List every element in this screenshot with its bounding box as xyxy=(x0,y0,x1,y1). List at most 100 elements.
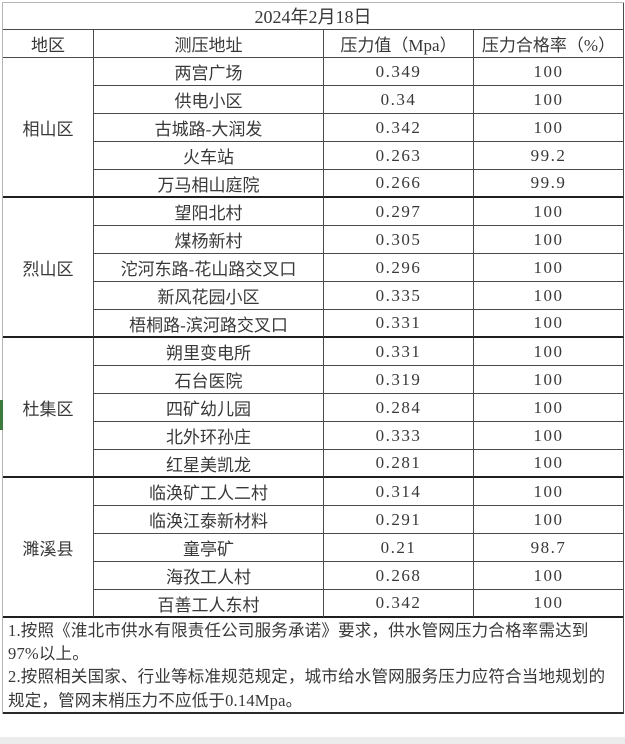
pass-rate-cell: 100 xyxy=(474,86,624,114)
address-cell: 童亭矿 xyxy=(94,534,324,562)
address-cell: 望阳北村 xyxy=(94,198,324,226)
pass-rate-cell: 99.2 xyxy=(474,142,624,170)
pressure-value-cell: 0.281 xyxy=(324,450,474,478)
note-standard-requirement: 2.按照相关国家、行业等标准规范规定，城市给水管网服务压力应符合当地规划的规定，… xyxy=(8,667,606,710)
pass-rate-cell: 100 xyxy=(474,310,624,338)
table-row: 新风花园小区 0.335 100 xyxy=(3,282,624,310)
table-row: 烈山区 望阳北村 0.297 100 xyxy=(3,198,624,338)
title-row: 2024年2月18日 xyxy=(3,3,624,30)
pass-rate-cell: 100 xyxy=(474,450,624,478)
address-cell: 两宫广场 xyxy=(94,58,324,86)
pass-rate-cell: 100 xyxy=(474,254,624,282)
pass-rate-cell: 100 xyxy=(474,478,624,506)
region-cell: 烈山区 xyxy=(3,198,94,338)
column-header-address: 测压地址 xyxy=(94,30,324,58)
pressure-value-cell: 0.342 xyxy=(324,590,474,618)
address-cell: 煤杨新村 xyxy=(94,226,324,254)
address-cell: 四矿幼儿园 xyxy=(94,394,324,422)
pressure-value-cell: 0.319 xyxy=(324,366,474,394)
pass-rate-cell: 100 xyxy=(474,366,624,394)
pressure-value-cell: 0.268 xyxy=(324,562,474,590)
pass-rate-cell: 98.7 xyxy=(474,534,624,562)
table-row: 供电小区 0.34 100 xyxy=(3,86,624,114)
table-row: 海孜工人村 0.268 100 xyxy=(3,562,624,590)
pressure-value-cell: 0.342 xyxy=(324,114,474,142)
table-row: 红星美凯龙 0.281 100 xyxy=(3,450,624,478)
table-row: 沱河东路-花山路交叉口 0.296 100 xyxy=(3,254,624,282)
address-cell: 临涣矿工人二村 xyxy=(94,478,324,506)
pressure-value-cell: 0.331 xyxy=(324,310,474,338)
pressure-value-cell: 0.314 xyxy=(324,478,474,506)
pressure-value-cell: 0.349 xyxy=(324,58,474,86)
address-cell: 供电小区 xyxy=(94,86,324,114)
pass-rate-cell: 100 xyxy=(474,506,624,534)
column-header-rate: 压力合格率（%） xyxy=(474,30,624,58)
pressure-value-cell: 0.284 xyxy=(324,394,474,422)
pressure-value-cell: 0.296 xyxy=(324,254,474,282)
pressure-value-cell: 0.305 xyxy=(324,226,474,254)
region-cell: 濉溪县 xyxy=(3,478,94,618)
pressure-value-cell: 0.21 xyxy=(324,534,474,562)
pass-rate-cell: 100 xyxy=(474,394,624,422)
address-cell: 万马相山庭院 xyxy=(94,170,324,198)
pass-rate-cell: 100 xyxy=(474,282,624,310)
table-row: 石台医院 0.319 100 xyxy=(3,366,624,394)
pressure-value-cell: 0.263 xyxy=(324,142,474,170)
pass-rate-cell: 100 xyxy=(474,198,624,226)
pressure-value-cell: 0.266 xyxy=(324,170,474,198)
address-cell: 石台医院 xyxy=(94,366,324,394)
table-row: 相山区 两宫广场 0.349 100 xyxy=(3,58,624,198)
address-cell: 百善工人东村 xyxy=(94,590,324,618)
green-edge-marker xyxy=(0,400,3,430)
table-row: 百善工人东村 0.342 100 xyxy=(3,590,624,618)
address-cell: 海孜工人村 xyxy=(94,562,324,590)
pressure-value-cell: 0.291 xyxy=(324,506,474,534)
report-date-title: 2024年2月18日 xyxy=(3,3,624,30)
table-row: 童亭矿 0.21 98.7 xyxy=(3,534,624,562)
pass-rate-cell: 100 xyxy=(474,114,624,142)
pressure-value-cell: 0.34 xyxy=(324,86,474,114)
address-cell: 临涣江泰新材料 xyxy=(94,506,324,534)
table-row: 北外环孙庄 0.333 100 xyxy=(3,422,624,450)
table-row: 煤杨新村 0.305 100 xyxy=(3,226,624,254)
pressure-value-cell: 0.331 xyxy=(324,338,474,366)
column-header-pressure: 压力值（Mpa） xyxy=(324,30,474,58)
pass-rate-cell: 100 xyxy=(474,226,624,254)
footer-notes: 1.按照《淮北市供水有限责任公司服务承诺》要求，供水管网压力合格率需达到97%以… xyxy=(3,617,624,714)
address-cell: 梧桐路-滨河路交叉口 xyxy=(94,310,324,338)
pressure-value-cell: 0.335 xyxy=(324,282,474,310)
region-cell: 相山区 xyxy=(3,58,94,198)
footer-row: 1.按照《淮北市供水有限责任公司服务承诺》要求，供水管网压力合格率需达到97%以… xyxy=(3,617,624,714)
address-cell: 古城路-大润发 xyxy=(94,114,324,142)
address-cell: 北外环孙庄 xyxy=(94,422,324,450)
pass-rate-cell: 100 xyxy=(474,338,624,366)
pressure-report-table-container: 2024年2月18日 地区 测压地址 压力值（Mpa） 压力合格率（%） 相山区… xyxy=(2,2,624,714)
table-row: 杜集区 朔里变电所 0.331 100 xyxy=(3,338,624,478)
region-cell: 杜集区 xyxy=(3,338,94,478)
pass-rate-cell: 100 xyxy=(474,562,624,590)
pass-rate-cell: 99.9 xyxy=(474,170,624,198)
pressure-report-table: 2024年2月18日 地区 测压地址 压力值（Mpa） 压力合格率（%） 相山区… xyxy=(3,3,624,618)
table-row: 万马相山庭院 0.266 99.9 xyxy=(3,170,624,198)
pass-rate-cell: 100 xyxy=(474,422,624,450)
table-row: 火车站 0.263 99.2 xyxy=(3,142,624,170)
column-header-region: 地区 xyxy=(3,30,94,58)
table-row: 古城路-大润发 0.342 100 xyxy=(3,114,624,142)
pressure-value-cell: 0.297 xyxy=(324,198,474,226)
address-cell: 红星美凯龙 xyxy=(94,450,324,478)
address-cell: 朔里变电所 xyxy=(94,338,324,366)
table-row: 临涣江泰新材料 0.291 100 xyxy=(3,506,624,534)
table-row: 梧桐路-滨河路交叉口 0.331 100 xyxy=(3,310,624,338)
note-service-promise: 1.按照《淮北市供水有限责任公司服务承诺》要求，供水管网压力合格率需达到97%以… xyxy=(8,621,589,664)
bottom-margin-strip xyxy=(0,737,625,744)
address-cell: 新风花园小区 xyxy=(94,282,324,310)
header-row: 地区 测压地址 压力值（Mpa） 压力合格率（%） xyxy=(3,30,624,58)
pressure-value-cell: 0.333 xyxy=(324,422,474,450)
pass-rate-cell: 100 xyxy=(474,590,624,618)
address-cell: 火车站 xyxy=(94,142,324,170)
address-cell: 沱河东路-花山路交叉口 xyxy=(94,254,324,282)
pass-rate-cell: 100 xyxy=(474,58,624,86)
table-row: 濉溪县 临涣矿工人二村 0.314 100 xyxy=(3,478,624,618)
table-row: 四矿幼儿园 0.284 100 xyxy=(3,394,624,422)
